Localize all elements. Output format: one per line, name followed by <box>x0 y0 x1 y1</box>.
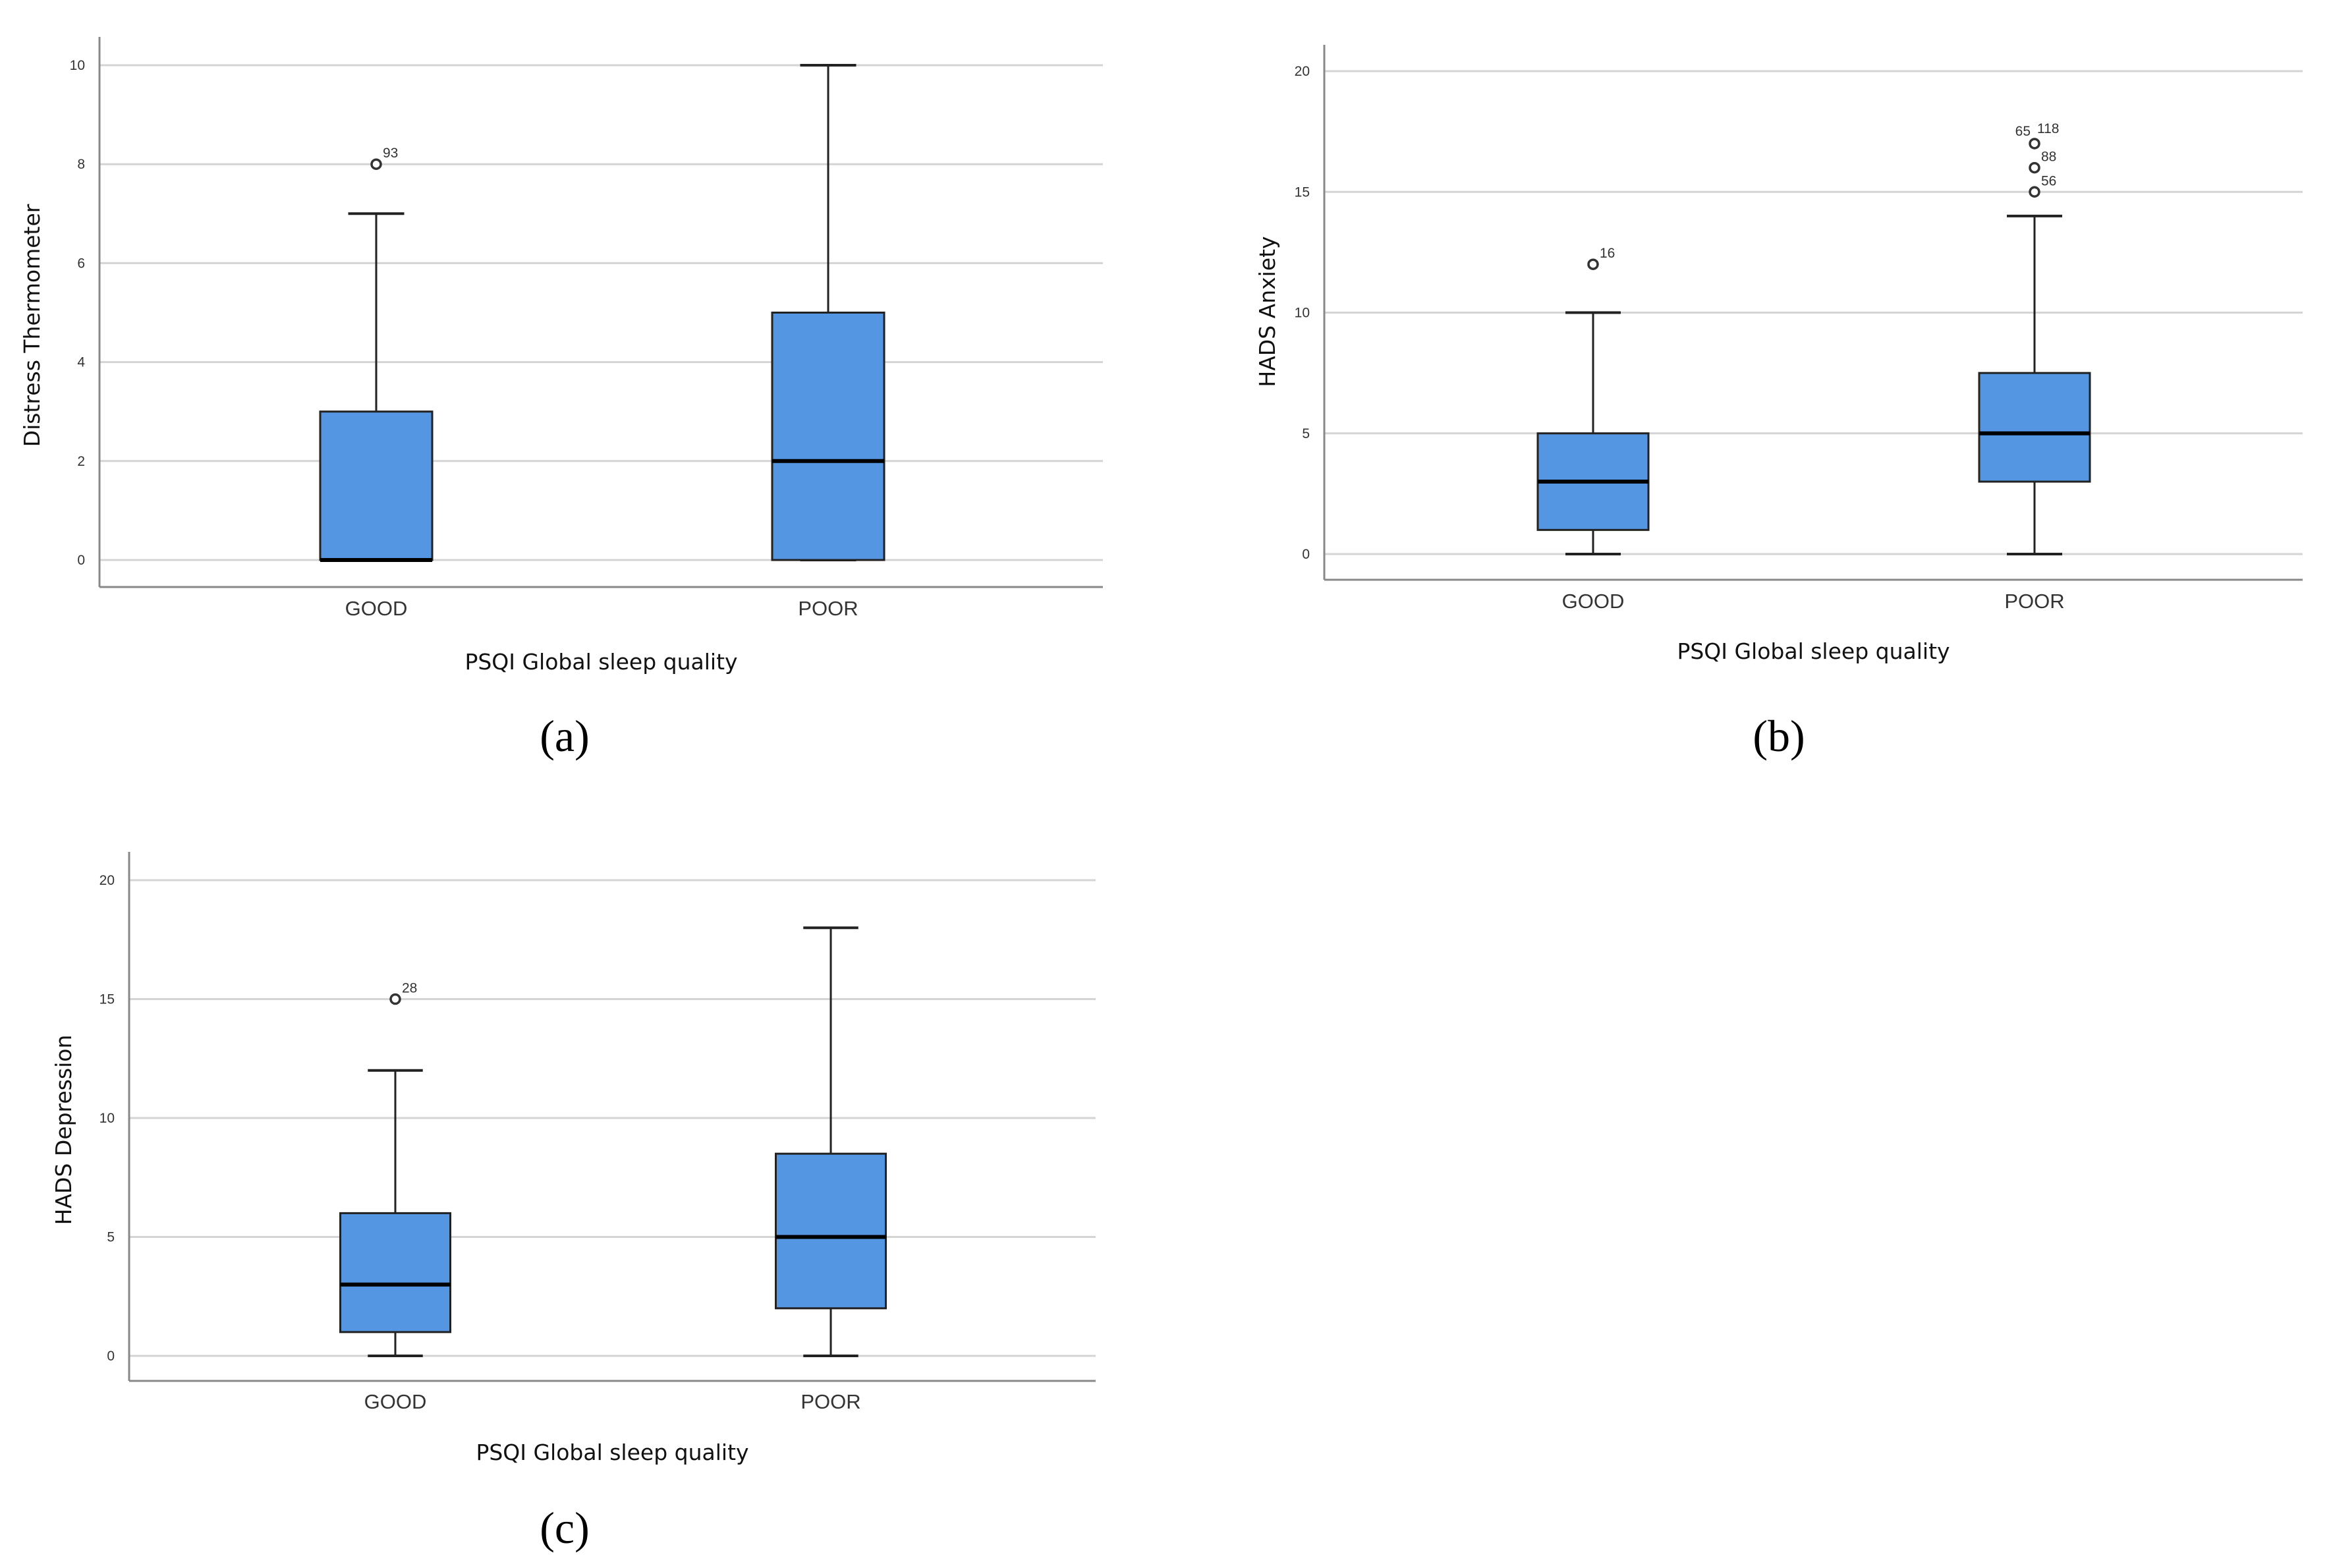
outlier-label: 28 <box>402 981 417 996</box>
outlier-label: 118 <box>2037 121 2059 136</box>
box-good <box>339 1212 451 1333</box>
y-tick-label: 6 <box>77 256 85 271</box>
y-tick-label: 0 <box>107 1349 115 1364</box>
outlier-label: 56 <box>2041 173 2056 188</box>
outlier-point <box>2029 186 2040 198</box>
outlier-label: 65 <box>2015 124 2031 139</box>
x-category-label: GOOD <box>1562 590 1625 613</box>
outlier-point <box>2029 161 2040 174</box>
box-poor <box>775 1152 887 1310</box>
y-tick-label: 5 <box>1302 426 1310 441</box>
y-tick-label: 10 <box>70 58 85 73</box>
y-tick-label: 2 <box>77 454 85 469</box>
y-tick-label: 5 <box>107 1230 115 1245</box>
outlier-point <box>370 158 382 170</box>
y-tick-label: 15 <box>1295 184 1310 200</box>
y-tick-label: 15 <box>99 992 115 1007</box>
x-category-label: GOOD <box>345 597 408 620</box>
x-category-label: GOOD <box>364 1390 427 1413</box>
x-axis-title: PSQI Global sleep quality <box>476 1440 748 1465</box>
x-category-label: POOR <box>800 1390 860 1413</box>
outlier-label: 88 <box>2041 150 2056 165</box>
outlier-point <box>389 993 401 1005</box>
outlier-label: 93 <box>383 146 398 161</box>
y-axis-title: HADS Anxiety <box>1254 236 1280 387</box>
y-axis-title: HADS Depression <box>51 1035 76 1225</box>
x-category-label: POOR <box>2004 590 2064 613</box>
outlier-point <box>2029 138 2040 150</box>
outlier-label: 16 <box>1600 246 1615 261</box>
y-tick-label: 0 <box>77 553 85 568</box>
y-tick-label: 4 <box>77 355 85 370</box>
y-tick-label: 10 <box>1295 306 1310 321</box>
x-axis-title: PSQI Global sleep quality <box>464 649 737 675</box>
panel-label: (b) <box>1753 711 1805 761</box>
y-axis-title: Distress Thermometer <box>19 204 45 447</box>
outlier-point <box>1587 258 1599 270</box>
panel-label: (c) <box>540 1503 589 1553</box>
y-tick-label: 0 <box>1302 547 1310 562</box>
y-tick-label: 20 <box>1295 64 1310 79</box>
x-category-label: POOR <box>798 597 858 620</box>
y-tick-label: 10 <box>99 1111 115 1126</box>
y-tick-label: 20 <box>99 873 115 888</box>
box-poor <box>1978 372 2091 483</box>
box-poor <box>771 312 885 561</box>
x-axis-title: PSQI Global sleep quality <box>1677 638 1950 664</box>
y-tick-label: 8 <box>77 157 85 172</box>
box-good <box>319 410 434 561</box>
panel-label: (a) <box>540 711 589 761</box>
